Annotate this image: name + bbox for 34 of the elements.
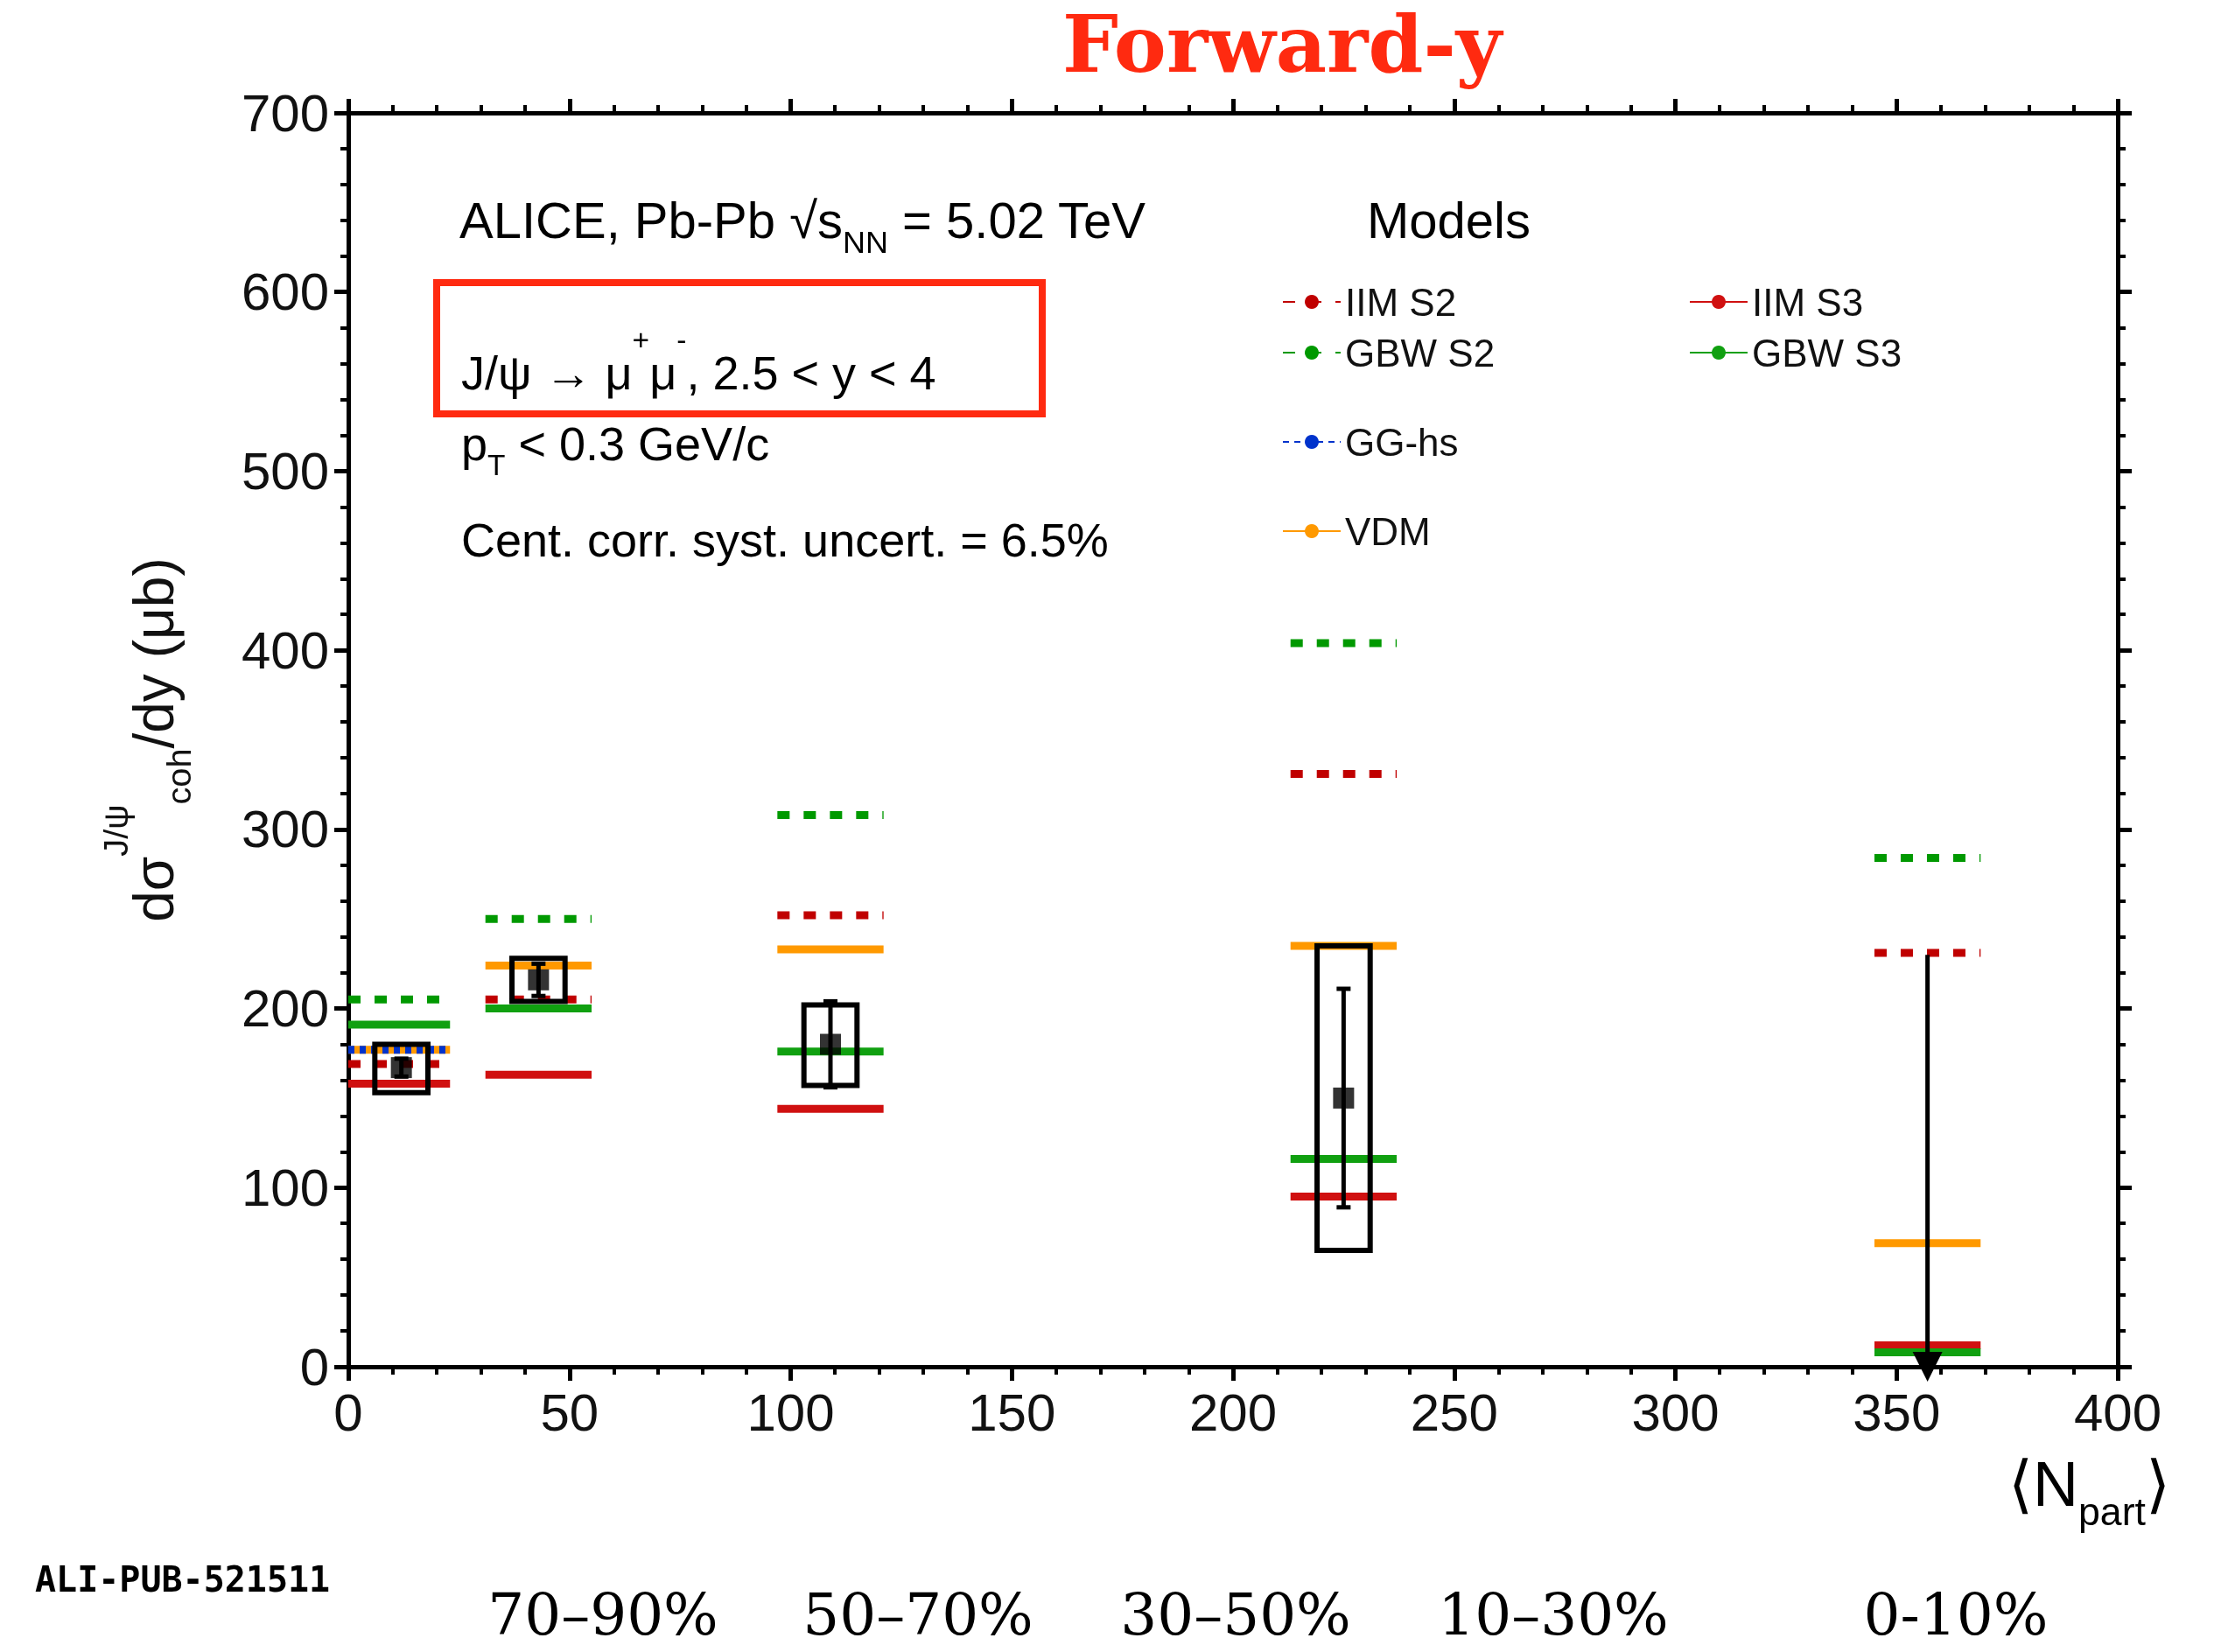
y-tick-label: 200 bbox=[241, 979, 329, 1039]
y-tick-label: 400 bbox=[241, 620, 329, 680]
legend-label: IIM S2 bbox=[1345, 280, 1457, 324]
x-tick-label: 100 bbox=[746, 1382, 835, 1442]
x-tick-label: 50 bbox=[540, 1382, 599, 1442]
text: 70–90% bbox=[487, 1580, 718, 1648]
y-axis-title: dσJ/ψcoh/dy (μb) bbox=[96, 557, 198, 922]
legend-label: IIM S3 bbox=[1752, 280, 1864, 324]
text: ALI-PUB-521511 bbox=[35, 1559, 331, 1600]
x-tick-label: 250 bbox=[1410, 1382, 1498, 1442]
y-tick-label: 600 bbox=[241, 262, 329, 322]
text: 50–70% bbox=[802, 1580, 1033, 1648]
text: 0-10% bbox=[1863, 1580, 2049, 1648]
point bbox=[1333, 1087, 1355, 1109]
y-tick-label: 100 bbox=[241, 1158, 329, 1217]
legend-label: VDM bbox=[1345, 509, 1431, 553]
legend-label: GBW S2 bbox=[1345, 331, 1496, 374]
legend-label: GBW S3 bbox=[1752, 331, 1902, 374]
x-tick-label: 350 bbox=[1853, 1382, 1941, 1442]
y-tick-label: 700 bbox=[241, 83, 329, 143]
text: 10–30% bbox=[1438, 1580, 1669, 1648]
legend-label: GG-hs bbox=[1345, 420, 1459, 464]
chart-title: Forward-y bbox=[1061, 0, 1504, 90]
y-tick-label: 300 bbox=[241, 800, 329, 859]
y-tick-label: 500 bbox=[241, 441, 329, 500]
x-tick-label: 400 bbox=[2073, 1382, 2162, 1442]
x-tick-label: 200 bbox=[1188, 1382, 1278, 1442]
x-tick-label: 150 bbox=[968, 1382, 1056, 1442]
legend-title: Models bbox=[1367, 191, 1531, 248]
x-tick-label: 300 bbox=[1631, 1382, 1720, 1442]
y-tick-label: 0 bbox=[299, 1337, 329, 1396]
annotation: Cent. corr. syst. uncert. = 6.5% bbox=[461, 514, 1109, 566]
annotation: J/ψ → μ+μ-, 2.5 < y < 4 bbox=[461, 324, 936, 399]
text: 30–50% bbox=[1120, 1580, 1351, 1648]
